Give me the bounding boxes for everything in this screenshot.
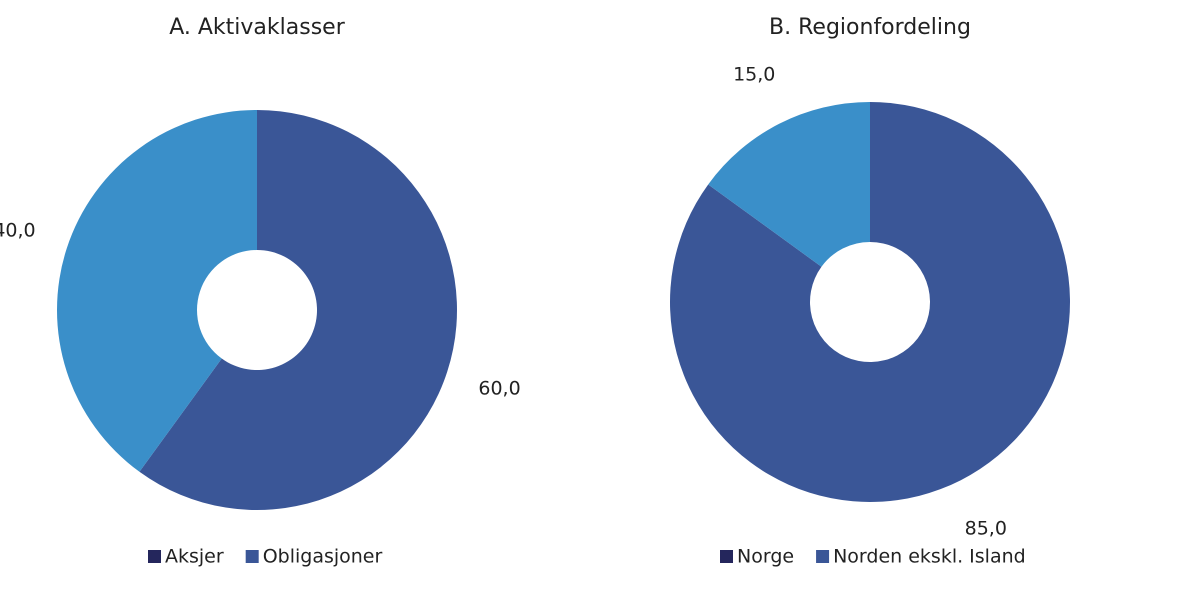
legend-swatch [148,550,161,563]
slice [670,102,1070,502]
legend-label: Norge [737,546,794,568]
slice [708,102,870,267]
slice [57,110,257,472]
value-label: 40,0 [0,220,36,242]
chart-title: B. Regionfordeling [769,15,971,40]
value-label: 15,0 [733,63,775,85]
legend-label: Norden ekskl. Island [833,546,1026,568]
value-label: 60,0 [478,377,520,399]
chart-title: A. Aktivaklasser [169,15,345,40]
value-label: 85,0 [965,518,1007,540]
legend-label: Aksjer [165,546,224,568]
legend-swatch [245,550,259,563]
slice [139,110,458,510]
legend-swatch [720,550,733,563]
legend-label: Obligasjoner [263,546,383,568]
legend-swatch [816,550,830,563]
